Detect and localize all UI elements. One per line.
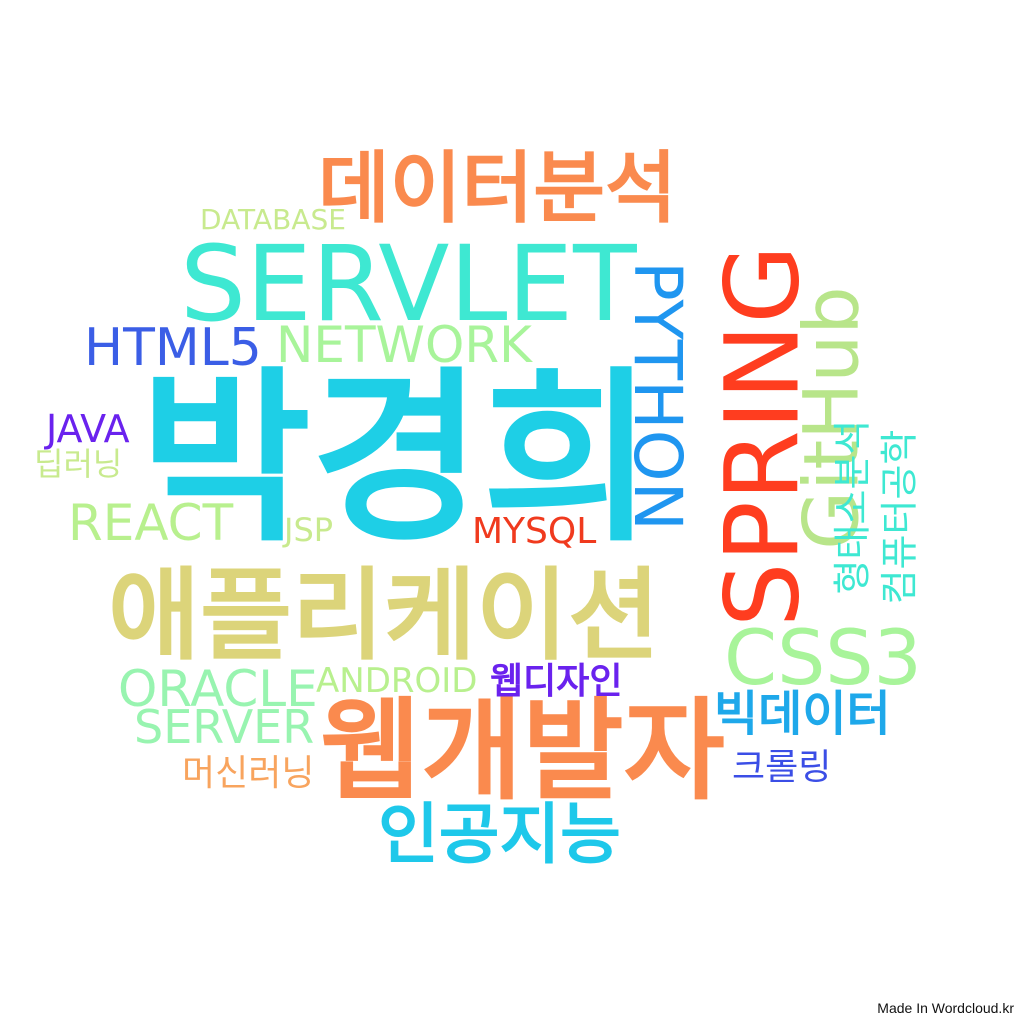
word-park-kyung-hee: 박경희 bbox=[140, 350, 654, 567]
word-application: 애플리케이션 bbox=[108, 557, 660, 674]
word-html5: HTML5 bbox=[84, 318, 262, 378]
word-react: REACT bbox=[68, 494, 234, 552]
word-crawling: 크롤링 bbox=[732, 747, 832, 788]
word-deep-learning: 딥러닝 bbox=[34, 445, 123, 483]
word-computer-engineering: 컴퓨터공학 bbox=[877, 429, 922, 605]
word-python: PYTHON bbox=[618, 261, 696, 531]
word-css3: CSS3 bbox=[724, 613, 922, 702]
word-database: DATABASE bbox=[200, 203, 346, 236]
word-android: ANDROID bbox=[316, 661, 478, 701]
word-java: JAVA bbox=[46, 407, 130, 451]
word-mysql: MYSQL bbox=[472, 511, 597, 552]
word-machine-learning: 머신러닝 bbox=[182, 753, 315, 794]
word-ai: 인공지능 bbox=[378, 796, 621, 873]
word-web-design: 웹디자인 bbox=[490, 661, 623, 702]
word-network: NETWORK bbox=[276, 316, 532, 374]
word-web-developer: 웹개발자 bbox=[320, 687, 725, 815]
word-data-analysis: 데이터분석 bbox=[318, 144, 677, 234]
wordcloud-credit: Made In Wordcloud.kr bbox=[877, 1000, 1014, 1016]
word-server: SERVER bbox=[134, 700, 315, 754]
word-big-data: 빅데이터 bbox=[714, 686, 891, 742]
word-oracle: ORACLE bbox=[118, 660, 318, 718]
word-morphological-analysis: 형태소분석 bbox=[830, 419, 875, 595]
word-jsp: JSP bbox=[284, 511, 334, 549]
word-servlet: SERVLET bbox=[180, 223, 637, 345]
